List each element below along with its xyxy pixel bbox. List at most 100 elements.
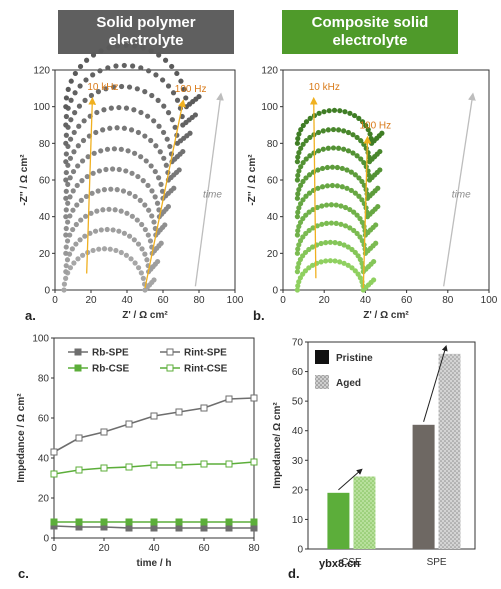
data-point [336,145,342,151]
y-tick-label: 80 [39,139,51,150]
annotation-100hz: 100 Hz [359,121,391,132]
data-point [83,193,90,200]
data-point [296,186,302,193]
data-point [351,112,358,119]
data-point [82,233,88,239]
nyquist-plot-b: 0 20 40 60 80 100 120 0 20 40 60 80 100 Z' / Ω cm² -Z'… [247,66,498,324]
data-point [138,270,144,276]
x-axis-title: Z' / Ω cm² [363,310,409,321]
data-point [314,260,320,266]
y-tick-label: 10 [292,515,304,526]
data-point [78,217,84,223]
data-point [174,97,181,103]
arrow-growth-spe [423,344,448,422]
data-point [342,223,349,229]
category-label-spe: SPE [427,557,447,568]
data-point [354,230,360,237]
data-point [63,214,69,220]
data-point [200,404,208,412]
data-point [79,158,86,164]
data-point [318,240,324,247]
data-point [73,221,79,228]
data-point [300,122,306,129]
legend: Rb-SPE Rint-SPE Rb-CSE Rint-CSE [68,348,228,375]
data-point [345,244,351,250]
data-point [320,146,326,152]
data-point [118,208,124,214]
data-point [295,283,301,289]
data-point [323,220,330,226]
data-point [103,166,109,173]
data-point [323,240,329,246]
data-point [356,115,362,121]
data-point [351,227,357,234]
data-point [187,130,193,136]
data-point [306,246,312,253]
data-point [351,209,357,215]
data-point [121,62,127,69]
data-point [161,155,167,161]
data-point [296,150,302,156]
data-point [337,240,343,247]
data-point [146,207,152,213]
data-point [63,195,69,201]
y-tick-label: 100 [33,102,50,113]
data-point [64,257,71,263]
data-point [126,190,133,196]
data-point [75,466,83,474]
data-point [300,178,306,185]
data-point [68,97,74,103]
data-point [79,178,85,184]
data-point [298,127,304,133]
x-tick-label: 20 [85,295,97,306]
data-point [104,146,111,152]
panel-letter: c. [18,566,29,581]
data-point [294,195,301,201]
data-point [296,168,302,174]
data-point [75,518,83,526]
data-point [81,118,87,124]
data-point [334,164,341,171]
data-point [84,173,90,180]
data-point [315,129,322,136]
data-point [356,175,362,181]
data-point [297,238,304,244]
data-point [158,181,164,187]
data-point [333,220,339,226]
data-point [323,202,330,208]
data-point [181,86,187,92]
data-point [80,252,86,258]
data-point [371,258,377,265]
data-point [314,204,320,211]
data-point [332,240,338,246]
data-point [93,129,99,136]
data-point [50,448,58,456]
data-point [148,163,154,169]
data-point [132,193,138,200]
data-point [337,108,343,114]
data-point [67,194,73,200]
data-point [296,205,302,211]
data-point [98,148,104,154]
data-point [139,221,145,228]
data-point [377,148,383,155]
data-point [88,210,94,216]
data-point [294,140,301,146]
data-point [77,237,83,243]
data-point [82,97,88,103]
data-point [192,112,198,118]
y-tick-label: 60 [39,176,51,187]
data-point [310,225,316,231]
data-point [125,148,131,154]
data-point [75,163,81,169]
data-point [149,213,155,219]
plot-frame [307,341,476,550]
nyquist-series [294,126,383,165]
y-tick-label: 0 [297,545,303,556]
data-point [124,210,130,216]
data-point [297,182,304,188]
data-point [91,150,97,156]
data-point [294,177,301,183]
data-point [68,117,74,123]
data-point [130,63,136,69]
